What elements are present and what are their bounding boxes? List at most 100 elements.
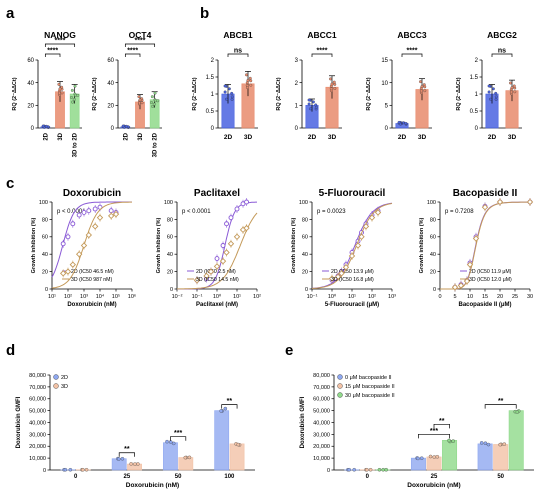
chart-c4: Bacopaside II 0 20 40 60 80 100 0 5 10 15 20 25 30 Bac… bbox=[419, 188, 534, 308]
significance-label: ns bbox=[498, 48, 506, 55]
data-point bbox=[72, 98, 76, 101]
y-tick-label: 0 bbox=[433, 287, 436, 293]
x-tick-label: 15 bbox=[482, 294, 488, 300]
data-point bbox=[85, 231, 92, 239]
data-point bbox=[227, 240, 235, 247]
y-tick-label: 0 bbox=[295, 126, 299, 132]
y-axis-label: Doxorubicin GMFI bbox=[300, 396, 306, 448]
data-point bbox=[230, 95, 234, 99]
significance-bracket bbox=[227, 53, 249, 57]
data-point bbox=[245, 73, 248, 77]
significance-label: **** bbox=[317, 48, 328, 55]
y-tick-label: 1.5 bbox=[470, 75, 479, 81]
y-tick-label: 100 bbox=[427, 200, 436, 206]
data-point bbox=[187, 455, 192, 460]
data-point bbox=[112, 210, 120, 218]
y-tick-label: 20 bbox=[107, 103, 114, 109]
y-tick-label: 0 bbox=[327, 468, 330, 474]
x-tick-label: 3D bbox=[138, 132, 144, 140]
y-tick-label: 100 bbox=[164, 200, 173, 206]
data-point bbox=[234, 206, 240, 212]
data-point bbox=[466, 261, 474, 268]
p-value: p = 0.0023 bbox=[317, 209, 346, 215]
panel-e-letter: e bbox=[285, 342, 293, 359]
y-tick-label: 50,000 bbox=[313, 409, 330, 415]
x-tick-label: 10² bbox=[368, 294, 376, 300]
data-point bbox=[486, 442, 491, 447]
y-tick-label: 30,000 bbox=[29, 432, 46, 438]
bar bbox=[442, 440, 458, 471]
data-point bbox=[329, 87, 333, 91]
x-tick-label: 5 bbox=[453, 294, 456, 300]
p-value: p < 0.0001 bbox=[57, 209, 86, 215]
data-point bbox=[223, 249, 230, 256]
significance-bracket bbox=[44, 43, 76, 47]
p-value: p < 0.0001 bbox=[182, 209, 211, 215]
chart-title: NANOG bbox=[44, 30, 76, 40]
data-point bbox=[116, 457, 121, 461]
y-tick-label: 0 bbox=[43, 468, 46, 474]
significance-label: ** bbox=[498, 398, 504, 405]
data-point bbox=[384, 468, 388, 472]
legend-label: 3D bbox=[61, 384, 68, 390]
y-tick-label: 10,000 bbox=[313, 456, 330, 462]
legend-marker bbox=[53, 383, 59, 389]
legend-marker bbox=[337, 383, 343, 389]
data-point bbox=[342, 264, 350, 271]
significance-bracket bbox=[433, 423, 450, 429]
significance-bracket bbox=[170, 436, 187, 441]
legend-marker bbox=[337, 374, 343, 380]
data-point bbox=[138, 101, 141, 105]
data-point bbox=[479, 441, 484, 445]
y-axis-label: Growth inhibition (%) bbox=[291, 218, 297, 274]
x-axis-label: Paclitaxel (nM) bbox=[196, 302, 238, 308]
data-point bbox=[334, 273, 342, 281]
significance-label: *** bbox=[430, 428, 438, 435]
legend-label: 15 μM bacopaside II bbox=[345, 384, 395, 390]
y-tick-label: 0 bbox=[31, 126, 35, 132]
data-point bbox=[156, 99, 160, 103]
data-point bbox=[129, 462, 133, 466]
data-point bbox=[494, 95, 498, 99]
chart-title: Bacopaside II bbox=[453, 188, 518, 199]
data-point bbox=[58, 91, 61, 95]
y-tick-label: 1 bbox=[295, 103, 299, 109]
data-point bbox=[207, 268, 215, 275]
data-point bbox=[203, 272, 210, 280]
legend-label: 3D (IC50 14.5 nM) bbox=[196, 277, 239, 283]
y-tick-label: 80 bbox=[167, 217, 173, 223]
x-tick-label: 2D bbox=[308, 134, 317, 141]
bar bbox=[229, 443, 245, 471]
data-point bbox=[352, 468, 356, 472]
significance-bracket bbox=[221, 404, 238, 409]
data-point bbox=[423, 89, 427, 93]
series-curve bbox=[311, 202, 393, 289]
data-point bbox=[227, 87, 231, 91]
chart-c1: Doxorubicin 0 20 40 60 80 100 10¹ 10² 10³ 10⁴ 10⁵ 10… bbox=[31, 188, 136, 308]
data-point bbox=[513, 90, 517, 94]
y-tick-label: 10,000 bbox=[29, 456, 46, 462]
data-point bbox=[70, 96, 73, 99]
x-axis-label: Doxorubicin (nM) bbox=[407, 482, 460, 489]
data-point bbox=[368, 214, 376, 221]
data-point bbox=[220, 243, 226, 248]
data-point bbox=[358, 233, 365, 240]
y-tick-label: 0.5 bbox=[206, 109, 215, 115]
y-tick-label: 0 bbox=[475, 126, 479, 132]
chart-c2: Paclitaxel 0 20 40 60 80 100 10⁻² 10⁻¹ 10⁰ 10¹ 10² P… bbox=[156, 188, 261, 308]
data-point bbox=[435, 455, 440, 459]
data-point bbox=[481, 204, 489, 211]
data-point bbox=[494, 91, 498, 95]
y-tick-label: 60,000 bbox=[313, 397, 330, 403]
y-axis-label: RQ (2⁻ΔΔCt) bbox=[366, 77, 372, 110]
data-point bbox=[214, 256, 220, 261]
y-tick-label: 1 bbox=[211, 92, 215, 98]
data-point bbox=[230, 97, 234, 101]
y-tick-label: 100 bbox=[39, 200, 48, 206]
legend-marker bbox=[337, 392, 343, 398]
x-axis-label: 5-Fluorouracil (μM) bbox=[325, 302, 379, 308]
significance-bracket bbox=[491, 53, 513, 57]
y-tick-label: 60 bbox=[27, 58, 34, 64]
